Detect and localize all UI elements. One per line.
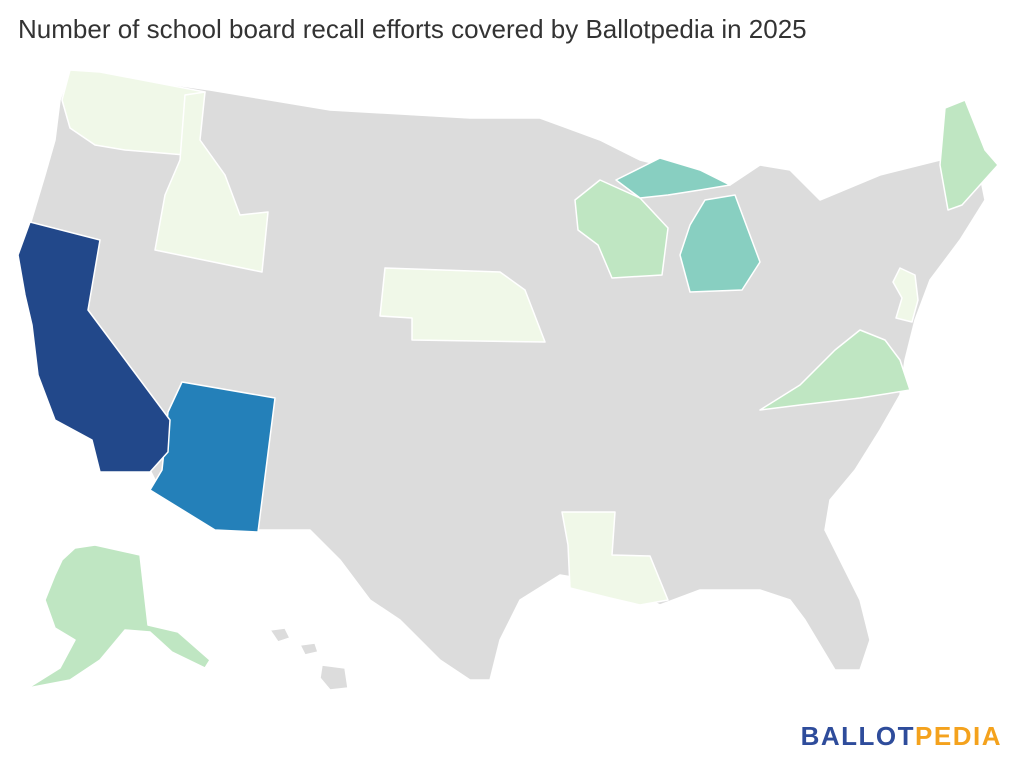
state-michigan[interactable] (615, 157, 761, 293)
logo-part-ballot: BALLOT (800, 721, 916, 751)
state-wisconsin[interactable] (574, 179, 669, 279)
state-california[interactable] (17, 221, 171, 473)
state-new-jersey[interactable] (892, 267, 919, 323)
state-alaska[interactable] (27, 544, 211, 689)
state-maine[interactable] (939, 99, 999, 211)
hawaii-islands (269, 627, 349, 691)
logo-part-pedia: PEDIA (915, 721, 1002, 751)
ballotpedia-logo: BALLOTPEDIA (801, 721, 1002, 752)
map-title: Number of school board recall efforts co… (18, 14, 807, 44)
state-idaho[interactable] (154, 91, 269, 273)
state-nebraska[interactable] (379, 267, 546, 343)
state-louisiana[interactable] (561, 511, 669, 606)
state-virginia[interactable] (759, 329, 911, 411)
state-washington[interactable] (61, 69, 206, 156)
